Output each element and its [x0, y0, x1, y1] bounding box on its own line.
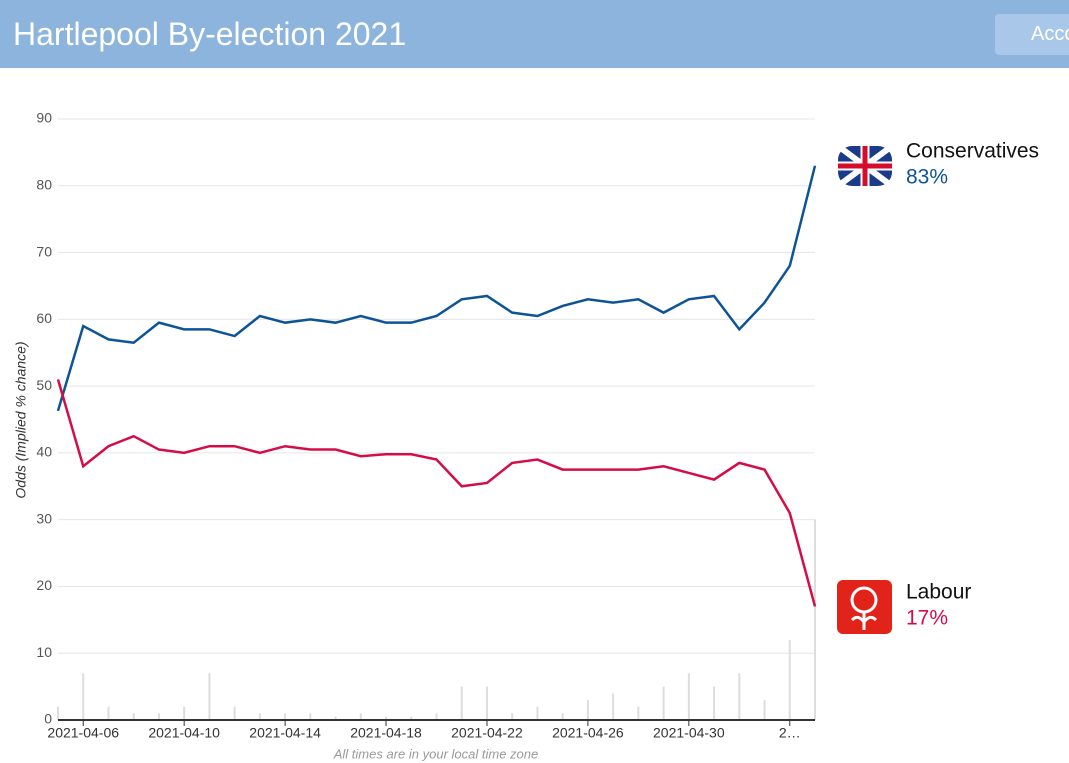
volume-bar	[612, 693, 615, 720]
y-tick-label: 30	[36, 510, 52, 526]
y-tick-label: 70	[36, 243, 52, 259]
volume-bar	[57, 706, 59, 720]
volume-bar	[637, 706, 640, 720]
y-tick-label: 0	[44, 711, 52, 727]
volume-bar	[814, 519, 816, 720]
line-series	[56, 165, 817, 412]
y-axis-label: Odds (Implied % chance)	[13, 341, 29, 498]
page-title: Hartlepool By-election 2021	[13, 16, 407, 52]
volume-bar	[713, 686, 716, 720]
y-tick-label: 10	[36, 644, 52, 660]
x-tick-label: 2021-04-30	[653, 725, 725, 741]
volume-bar	[460, 686, 463, 720]
volume-bar	[132, 713, 135, 720]
legend-name: Labour	[906, 581, 971, 604]
volume-bar	[410, 716, 413, 720]
x-tick-label: 2…	[779, 725, 801, 741]
volume-bar	[107, 706, 110, 720]
y-tick-label: 20	[36, 577, 52, 593]
y-tick-label: 50	[36, 377, 52, 393]
volume-bar	[738, 673, 741, 720]
x-tick-label: 2021-04-26	[552, 725, 624, 741]
lab-logo	[837, 580, 892, 634]
legend-value: 17%	[906, 607, 948, 630]
volume-bar	[258, 713, 261, 720]
x-tick-label: 2021-04-10	[148, 725, 220, 741]
volume-bar	[309, 713, 312, 720]
volume-bar	[788, 639, 791, 720]
volume-bar	[208, 673, 211, 720]
volume-bar	[485, 686, 488, 720]
x-tick-label: 2021-04-18	[350, 725, 422, 741]
volume-bar	[82, 673, 85, 720]
legend-value: 83%	[906, 166, 948, 189]
y-tick-label: 90	[36, 110, 52, 126]
legend-name: Conservatives	[906, 140, 1039, 163]
con-logo	[836, 143, 894, 189]
volume-bar	[763, 699, 766, 720]
y-tick-label: 40	[36, 444, 52, 460]
y-tick-label: 80	[36, 176, 52, 192]
volume-bar	[536, 706, 539, 720]
volume-bar	[561, 713, 564, 720]
volume-bar	[183, 706, 186, 720]
volume-bar	[284, 713, 287, 720]
line-series	[56, 379, 817, 607]
volume-bar	[586, 699, 589, 720]
volume-bar	[334, 716, 337, 720]
x-tick-label: 2021-04-14	[249, 725, 321, 741]
volume-bar	[435, 713, 438, 720]
y-tick-label: 60	[36, 310, 52, 326]
volume-bar	[359, 713, 362, 720]
volume-bar	[687, 673, 690, 720]
account-button[interactable]: Account	[995, 14, 1069, 55]
volume-bar	[157, 713, 160, 720]
volume-bar	[511, 713, 514, 720]
volume-bar	[385, 716, 388, 720]
volume-bar	[233, 706, 236, 720]
volume-bar	[662, 686, 665, 720]
x-tick-label: 2021-04-22	[451, 725, 523, 741]
header: Hartlepool By-election 2021 Account	[0, 0, 1069, 68]
footnote: All times are in your local time zone	[333, 746, 538, 761]
x-tick-label: 2021-04-06	[47, 725, 119, 741]
